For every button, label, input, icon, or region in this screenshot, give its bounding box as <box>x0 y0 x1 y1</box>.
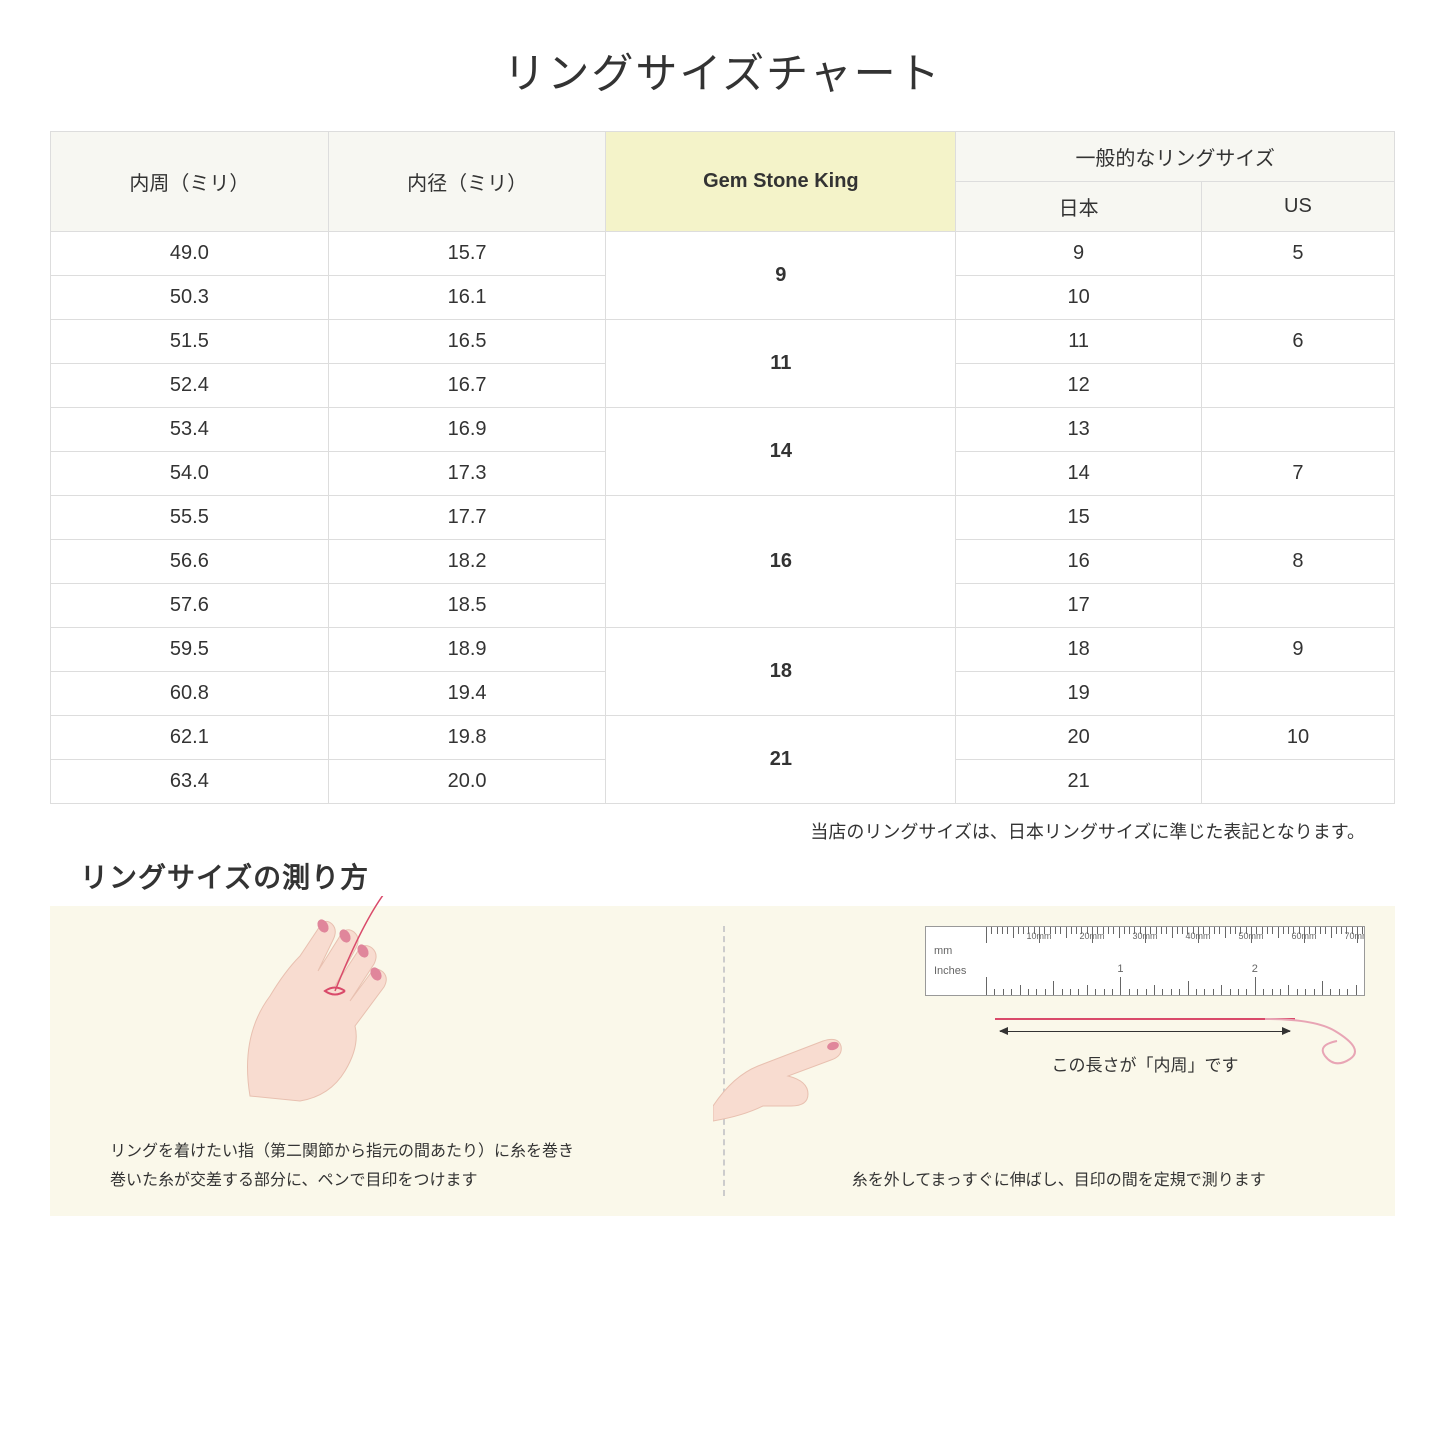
hand-point-illustration <box>713 986 873 1126</box>
table-row: 62.119.8212010 <box>51 716 1395 760</box>
instruction-panel: リングを着けたい指（第二関節から指元の間あたり）に糸を巻き 巻いた糸が交差する部… <box>50 906 1395 1216</box>
cell-gsk: 11 <box>606 320 956 408</box>
cell-jp: 9 <box>956 232 1202 276</box>
cell-jp: 17 <box>956 584 1202 628</box>
th-circumference: 内周（ミリ） <box>51 132 329 232</box>
cell-diam: 16.5 <box>328 320 606 364</box>
cell-us <box>1201 408 1394 452</box>
cell-jp: 13 <box>956 408 1202 452</box>
cell-us <box>1201 276 1394 320</box>
cell-us: 6 <box>1201 320 1394 364</box>
instruction-right-text: 糸を外してまっすぐに伸ばし、目印の間を定規で測ります <box>763 1167 1356 1196</box>
cell-circ: 50.3 <box>51 276 329 320</box>
cell-us <box>1201 496 1394 540</box>
table-body: 49.015.799550.316.11051.516.51111652.416… <box>51 232 1395 804</box>
cell-diam: 16.7 <box>328 364 606 408</box>
cell-circ: 53.4 <box>51 408 329 452</box>
th-japan: 日本 <box>956 182 1202 232</box>
cell-jp: 11 <box>956 320 1202 364</box>
cell-jp: 15 <box>956 496 1202 540</box>
cell-us: 7 <box>1201 452 1394 496</box>
cell-diam: 19.8 <box>328 716 606 760</box>
cell-us <box>1201 672 1394 716</box>
cell-jp: 20 <box>956 716 1202 760</box>
thread-line <box>995 1018 1295 1020</box>
ruler-illustration: mm Inches 10mm20mm30mm40mm50mm60mm70mm12 <box>925 926 1365 996</box>
cell-gsk: 21 <box>606 716 956 804</box>
cell-diam: 16.1 <box>328 276 606 320</box>
table-row: 55.517.71615 <box>51 496 1395 540</box>
cell-circ: 51.5 <box>51 320 329 364</box>
cell-circ: 49.0 <box>51 232 329 276</box>
page-title: リングサイズチャート <box>50 40 1395 101</box>
cell-circ: 54.0 <box>51 452 329 496</box>
ruler-wrap: mm Inches 10mm20mm30mm40mm50mm60mm70mm12… <box>925 926 1365 996</box>
cell-circ: 60.8 <box>51 672 329 716</box>
cell-us <box>1201 584 1394 628</box>
cell-jp: 14 <box>956 452 1202 496</box>
ruler-mm-label: mm <box>934 945 952 957</box>
cell-circ: 52.4 <box>51 364 329 408</box>
thread-curl <box>1265 1011 1385 1071</box>
th-diameter: 内径（ミリ） <box>328 132 606 232</box>
cell-circ: 57.6 <box>51 584 329 628</box>
cell-diam: 15.7 <box>328 232 606 276</box>
hand-wrap-illustration <box>190 896 470 1116</box>
cell-diam: 16.9 <box>328 408 606 452</box>
instruction-right: mm Inches 10mm20mm30mm40mm50mm60mm70mm12… <box>723 906 1396 1216</box>
th-us: US <box>1201 182 1394 232</box>
cell-circ: 59.5 <box>51 628 329 672</box>
cell-circ: 56.6 <box>51 540 329 584</box>
cell-jp: 21 <box>956 760 1202 804</box>
cell-circ: 62.1 <box>51 716 329 760</box>
cell-us: 5 <box>1201 232 1394 276</box>
cell-diam: 20.0 <box>328 760 606 804</box>
th-common: 一般的なリングサイズ <box>956 132 1395 182</box>
cell-gsk: 14 <box>606 408 956 496</box>
cell-us: 9 <box>1201 628 1394 672</box>
cell-jp: 12 <box>956 364 1202 408</box>
cell-jp: 16 <box>956 540 1202 584</box>
measure-arrow <box>1000 1031 1290 1032</box>
cell-diam: 17.3 <box>328 452 606 496</box>
cell-circ: 63.4 <box>51 760 329 804</box>
cell-us: 8 <box>1201 540 1394 584</box>
measure-title: リングサイズの測り方 <box>80 856 1395 896</box>
cell-diam: 19.4 <box>328 672 606 716</box>
instruction-left: リングを着けたい指（第二関節から指元の間あたり）に糸を巻き 巻いた糸が交差する部… <box>50 906 723 1216</box>
cell-diam: 18.5 <box>328 584 606 628</box>
cell-us <box>1201 760 1394 804</box>
cell-circ: 55.5 <box>51 496 329 540</box>
cell-us: 10 <box>1201 716 1394 760</box>
instruction-left-text: リングを着けたい指（第二関節から指元の間あたり）に糸を巻き 巻いた糸が交差する部… <box>110 1138 683 1196</box>
cell-gsk: 16 <box>606 496 956 628</box>
cell-diam: 17.7 <box>328 496 606 540</box>
cell-us <box>1201 364 1394 408</box>
cell-jp: 19 <box>956 672 1202 716</box>
cell-diam: 18.2 <box>328 540 606 584</box>
table-row: 49.015.7995 <box>51 232 1395 276</box>
table-row: 59.518.918189 <box>51 628 1395 672</box>
table-row: 51.516.511116 <box>51 320 1395 364</box>
cell-gsk: 18 <box>606 628 956 716</box>
th-gsk: Gem Stone King <box>606 132 956 232</box>
size-chart-table: 内周（ミリ） 内径（ミリ） Gem Stone King 一般的なリングサイズ … <box>50 131 1395 804</box>
table-row: 53.416.91413 <box>51 408 1395 452</box>
cell-jp: 10 <box>956 276 1202 320</box>
note-text: 当店のリングサイズは、日本リングサイズに準じた表記となります。 <box>50 818 1395 844</box>
arrow-label: この長さが「内周」です <box>1000 1051 1290 1076</box>
cell-gsk: 9 <box>606 232 956 320</box>
cell-jp: 18 <box>956 628 1202 672</box>
cell-diam: 18.9 <box>328 628 606 672</box>
ruler-in-label: Inches <box>934 965 966 977</box>
